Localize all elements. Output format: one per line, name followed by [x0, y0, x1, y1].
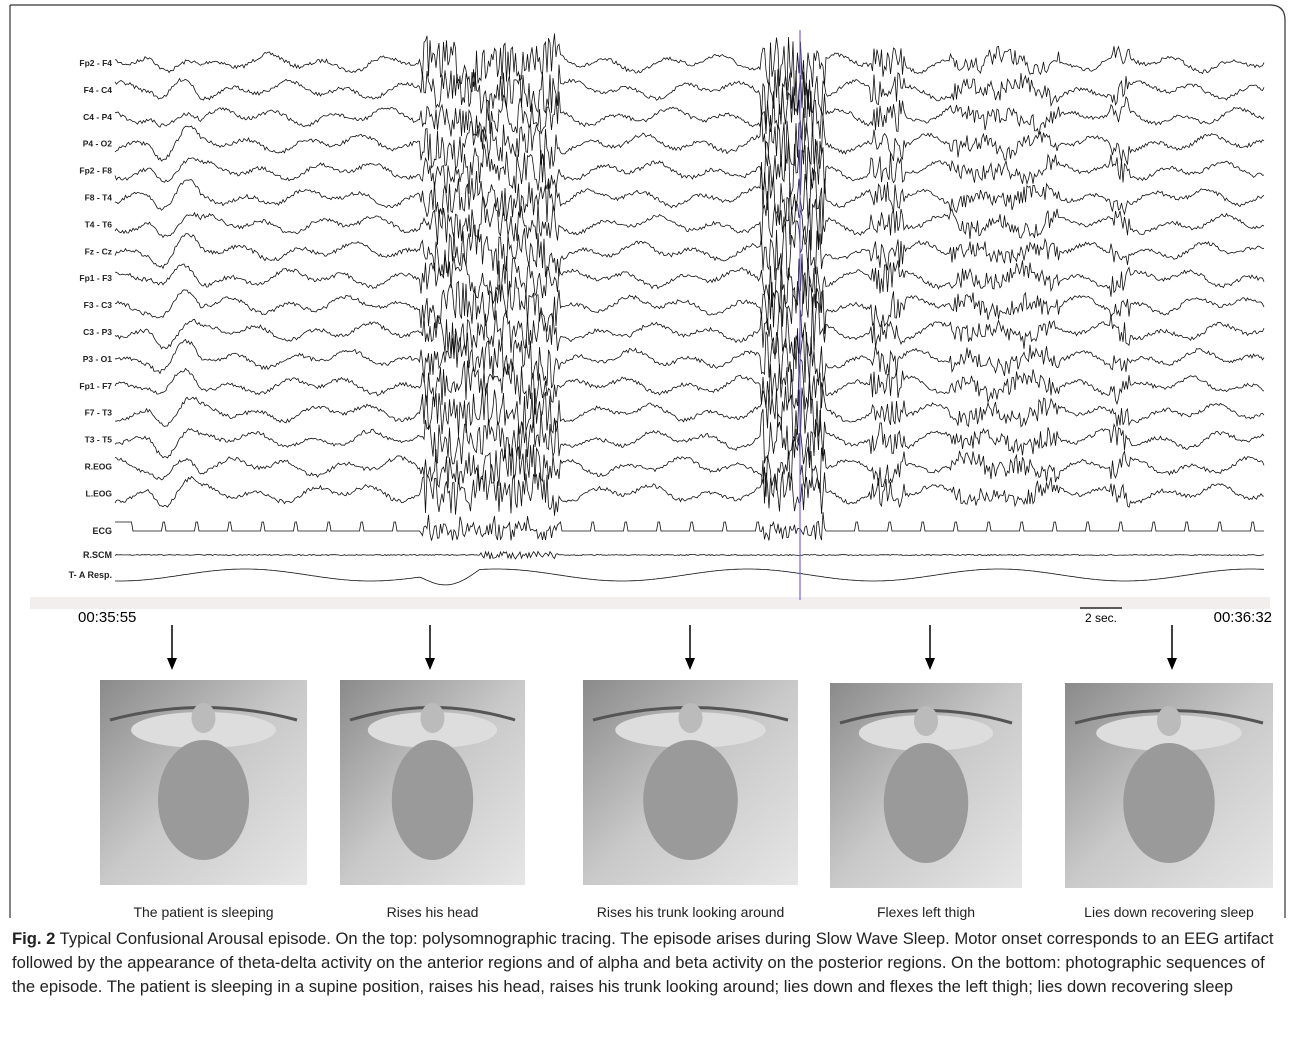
channel-label: P3 - O1: [83, 354, 113, 364]
body: [643, 740, 738, 860]
scale-bar-label: 2 sec.: [1085, 611, 1117, 625]
trace: [115, 110, 1264, 171]
face: [679, 703, 703, 733]
channel-label: F7 - T3: [85, 408, 113, 418]
arrow-head: [167, 658, 177, 670]
body: [1123, 743, 1215, 863]
trace: [115, 552, 1264, 560]
trace: [115, 359, 1264, 414]
channel-label: P4 - O2: [83, 139, 113, 149]
frame-caption: The patient is sleeping: [133, 904, 273, 920]
body: [884, 743, 968, 863]
frame-caption: Flexes left thigh: [877, 904, 975, 920]
arrow-head: [1167, 658, 1177, 670]
face: [192, 703, 216, 733]
channel-label: F3 - C3: [84, 300, 113, 310]
arrow-head: [425, 658, 435, 670]
channel-label: C3 - P3: [83, 327, 112, 337]
trace: [115, 382, 1264, 442]
photo-sequence: The patient is sleeping Rises his head Ris…: [100, 625, 1273, 920]
frame-caption: Rises his head: [387, 904, 479, 920]
trace: [115, 34, 1264, 96]
figure: Fp2 - F4 F4 - C4 C4 - P4 P4 - O2 Fp2 - F8 F8 …: [0, 0, 1290, 920]
frame-caption: Lies down recovering sleep: [1084, 904, 1254, 920]
arrow-head: [925, 658, 935, 670]
channel-label: T- A Resp.: [69, 570, 112, 580]
channel-label: Fp1 - F3: [79, 273, 112, 283]
figure-caption: Fig. 2 Typical Confusional Arousal episo…: [12, 927, 1274, 999]
channel-labels: Fp2 - F4 F4 - C4 C4 - P4 P4 - O2 Fp2 - F8 F8 …: [69, 58, 113, 580]
channel-label: C4 - P4: [83, 112, 112, 122]
channel-label: ECG: [92, 526, 112, 536]
trace: [115, 512, 1264, 541]
face: [421, 703, 445, 733]
body: [392, 740, 473, 860]
channel-label: R.SCM: [83, 550, 112, 560]
arrow-head: [685, 658, 695, 670]
caption-label: Fig. 2: [12, 929, 55, 948]
face: [914, 706, 938, 736]
channel-label: Fp2 - F4: [79, 58, 112, 68]
channel-label: Fp1 - F7: [79, 381, 112, 391]
channel-label: T3 - T5: [85, 435, 113, 445]
channel-label: T4 - T6: [85, 219, 113, 229]
trace: [115, 297, 1264, 360]
frame-caption: Rises his trunk looking around: [597, 904, 785, 920]
channel-label: Fp2 - F8: [79, 166, 112, 176]
eeg-traces: [115, 34, 1264, 585]
channel-label: L.EOG: [86, 488, 113, 498]
trace: [115, 162, 1264, 226]
time-end: 00:36:32: [1214, 609, 1272, 626]
channel-label: Fz - Cz: [85, 246, 112, 256]
page: Fp2 - F4 F4 - C4 C4 - P4 P4 - O2 Fp2 - F8 F8 …: [0, 0, 1290, 1044]
time-start: 00:35:55: [78, 609, 136, 626]
trace: [115, 433, 1264, 497]
trace: [115, 88, 1264, 142]
trace: [115, 569, 1264, 585]
trace: [115, 139, 1264, 197]
body: [158, 740, 249, 860]
channel-label: F8 - T4: [85, 193, 113, 203]
channel-label: F4 - C4: [84, 85, 113, 95]
tracing-strip: [30, 597, 1270, 609]
trace: [115, 460, 1264, 515]
trace: [115, 409, 1264, 464]
face: [1157, 706, 1181, 736]
channel-label: R.EOG: [85, 462, 113, 472]
caption-text: Typical Confusional Arousal episode. On …: [12, 929, 1274, 996]
